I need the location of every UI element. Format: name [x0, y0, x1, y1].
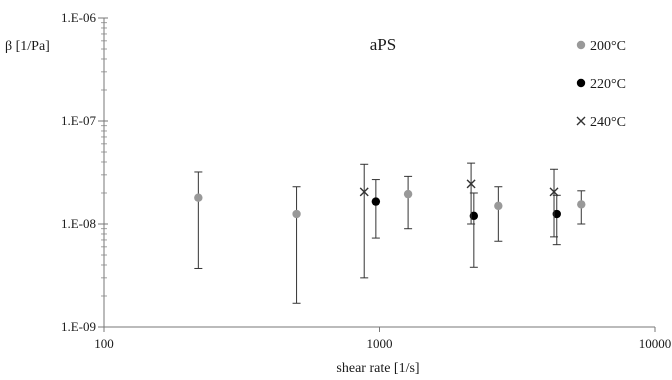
data-point — [359, 187, 369, 197]
legend-item-1: 200°C — [576, 39, 626, 54]
legend-marker — [576, 78, 586, 88]
data-point — [549, 187, 559, 197]
legend-label: 220°C — [590, 77, 626, 92]
data-point — [292, 209, 301, 219]
data-point — [371, 197, 381, 206]
data-point — [403, 189, 413, 199]
data-point — [194, 193, 203, 202]
data-point — [577, 200, 586, 209]
x-tick-label: 1000 — [367, 336, 393, 351]
data-point — [494, 201, 503, 211]
data-point — [469, 211, 479, 221]
legend-marker — [576, 40, 586, 50]
data-marks — [194, 162, 586, 304]
legend-item-2: 220°C — [576, 77, 626, 92]
y-tick-label: 1.E-07 — [61, 113, 97, 128]
legend-label: 200°C — [590, 39, 626, 54]
legend-label: 240°C — [590, 115, 626, 130]
y-tick-label: 1.E-09 — [61, 319, 96, 334]
x-tick-label: 10000 — [639, 336, 672, 351]
legend-item-3: 240°C — [576, 115, 626, 130]
legend-marker — [576, 116, 586, 126]
y-axis-label: β [1/Pa] — [5, 39, 50, 54]
series-1 — [194, 171, 586, 304]
chart-title: aPS — [370, 35, 396, 54]
data-point — [466, 179, 476, 189]
x-tick-label: 100 — [94, 336, 114, 351]
legend: 200°C 220°C 240°C — [576, 39, 626, 130]
data-point — [552, 209, 561, 219]
y-tick-label: 1.E-06 — [61, 10, 97, 25]
axes — [103, 18, 655, 328]
x-axis-label: shear rate [1/s] — [336, 361, 419, 376]
series-2 — [371, 179, 561, 268]
ticks: 1.E-09 1.E-08 1.E-07 1.E-06 100 1000 10000 — [61, 10, 671, 351]
series-3 — [359, 162, 559, 279]
y-tick-label: 1.E-08 — [61, 216, 96, 231]
